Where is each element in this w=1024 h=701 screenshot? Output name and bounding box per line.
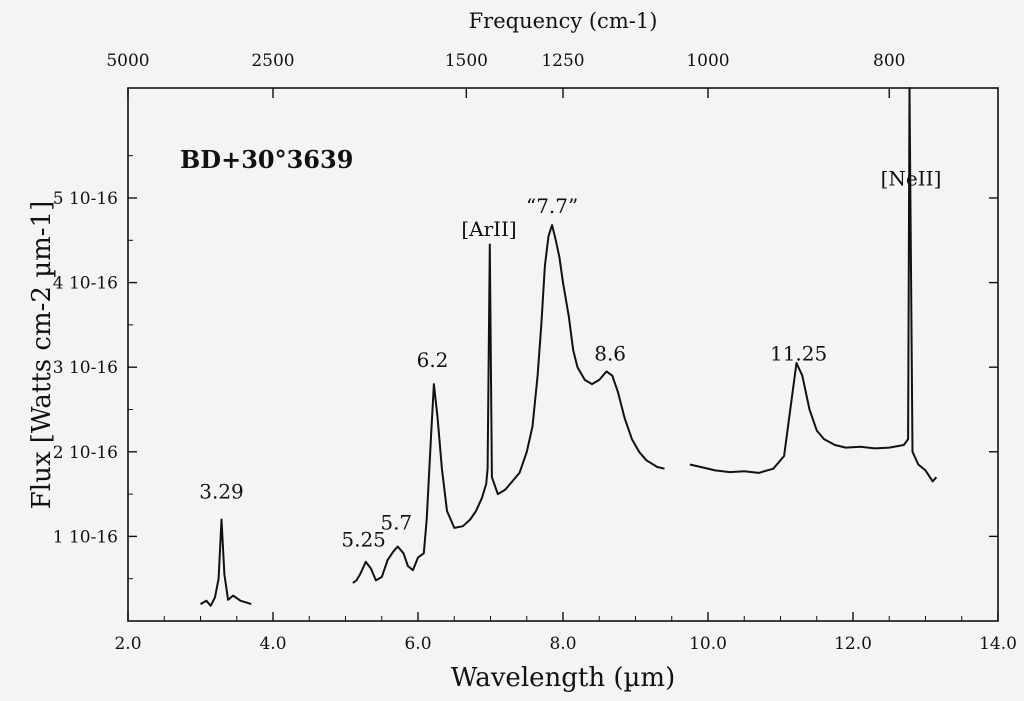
spectrum-line — [689, 87, 938, 483]
y-tick-label: 4 10-16 — [53, 274, 118, 294]
top-tick-label: 800 — [873, 51, 905, 71]
feature-label: 5.25 — [341, 528, 386, 552]
top-axis-title: Frequency (cm-1) — [469, 9, 658, 33]
y-tick-label: 1 10-16 — [53, 527, 118, 547]
top-tick-label: 1250 — [541, 51, 584, 71]
feature-label: “7.7” — [526, 194, 578, 218]
x-axis-ticks: 2.0 4.0 6.0 8.0 10.0 12.0 14.0 — [114, 612, 1017, 654]
y-tick-label: 3 10-16 — [53, 358, 118, 378]
x-tick-label: 14.0 — [979, 634, 1017, 654]
spectrum-line — [352, 224, 665, 584]
feature-label: [ArII] — [461, 217, 516, 241]
x-tick-label: 8.0 — [549, 634, 576, 654]
top-tick-label: 1000 — [686, 51, 729, 71]
spectrum-line — [199, 518, 252, 607]
feature-label: [NeII] — [881, 166, 942, 190]
y-tick-label: 2 10-16 — [53, 443, 118, 463]
feature-label: 6.2 — [417, 348, 449, 372]
x-tick-label: 10.0 — [689, 634, 727, 654]
x-tick-label: 12.0 — [834, 634, 872, 654]
feature-label: 11.25 — [770, 341, 827, 365]
annotations-group: 3.29 5.255.7 6.2 [ArII] “7.7” 8.6 11.25 [NeII] — [199, 166, 941, 551]
x-tick-label: 6.0 — [404, 634, 431, 654]
x-tick-label: 2.0 — [114, 634, 141, 654]
x-tick-label: 4.0 — [259, 634, 286, 654]
y-axis-ticks: 1 10-16 2 10-16 3 10-16 4 10-16 5 10-16 — [53, 155, 998, 580]
top-tick-label: 1500 — [445, 51, 488, 71]
top-tick-label: 5000 — [106, 51, 149, 71]
feature-label: 8.6 — [594, 341, 626, 365]
top-axis-ticks: 5000 2500 1500 1250 1000 800 — [106, 51, 905, 98]
feature-label: 3.29 — [199, 479, 244, 503]
top-tick-label: 2500 — [251, 51, 294, 71]
x-axis-title: Wavelength (µm) — [451, 663, 675, 693]
chart-title: BD+30°3639 — [180, 145, 353, 174]
feature-label: 5.7 — [380, 511, 412, 535]
y-axis-title: Flux [Watts cm-2 µm-1] — [27, 201, 57, 509]
y-tick-label: 5 10-16 — [53, 189, 118, 209]
series-group — [199, 87, 938, 607]
